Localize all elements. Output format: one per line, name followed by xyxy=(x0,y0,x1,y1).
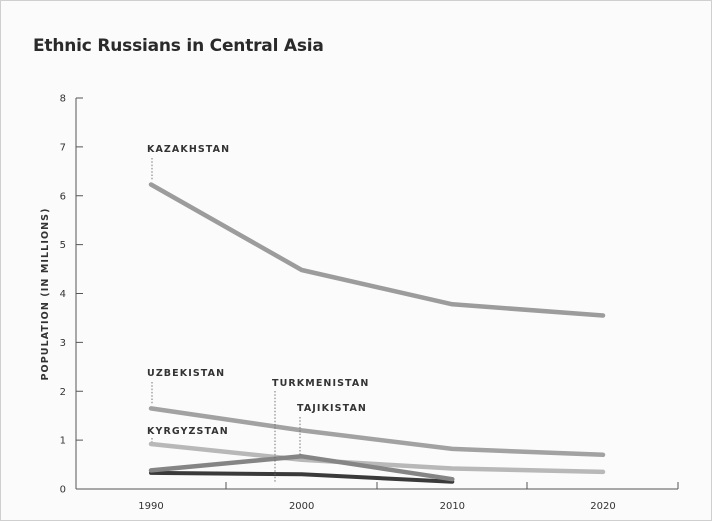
axes: 0 1 2 3 4 5 6 7 8 1990 2000 2010 2020 xyxy=(60,94,679,512)
series-label-tajikistan: TAJIKISTAN xyxy=(297,403,367,414)
y-tick-label: 2 xyxy=(60,387,66,398)
series-label-kazakhstan: KAZAKHSTAN xyxy=(147,144,230,155)
y-tick-label: 6 xyxy=(60,191,66,202)
series-label-turkmenistan: TURKMENISTAN xyxy=(272,378,369,389)
y-tick-label: 4 xyxy=(60,289,66,300)
chart-title: Ethnic Russians in Central Asia xyxy=(33,36,324,56)
series-line-kyrgyzstan xyxy=(148,441,606,475)
x-tick-label: 2010 xyxy=(440,501,465,512)
x-tick-label: 2000 xyxy=(289,501,314,512)
y-axis-label: POPULATION (IN MILLIONS) xyxy=(40,207,51,380)
series-label-uzbekistan: UZBEKISTAN xyxy=(147,368,225,379)
series-line-tajikistan xyxy=(148,454,455,482)
x-tick-label: 2020 xyxy=(590,501,615,512)
y-tick-label: 3 xyxy=(60,338,66,349)
y-tick-label: 5 xyxy=(60,240,66,251)
series-line-kazakhstan xyxy=(148,182,606,318)
series-lines xyxy=(148,182,606,484)
series-line-turkmenistan xyxy=(149,470,455,484)
y-tick-label: 7 xyxy=(60,142,66,153)
series-labels: KAZAKHSTAN UZBEKISTAN KYRGYZSTAN TURKMENIST… xyxy=(147,144,369,482)
y-tick-label: 1 xyxy=(60,436,66,447)
series-line-uzbekistan xyxy=(148,406,606,458)
x-tick-label: 1990 xyxy=(138,501,163,512)
series-label-kyrgyzstan: KYRGYZSTAN xyxy=(147,426,229,437)
y-tick-label: 0 xyxy=(60,485,66,496)
y-tick-label: 8 xyxy=(60,94,66,105)
